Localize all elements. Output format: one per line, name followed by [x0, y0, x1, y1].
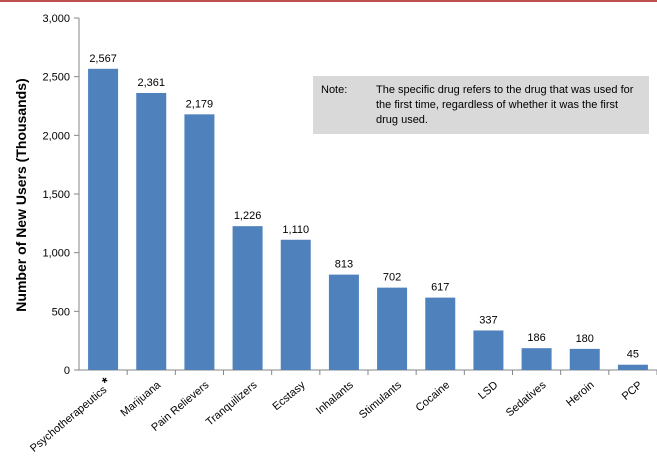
bar: [425, 297, 456, 370]
y-tick-label: 1,000: [42, 248, 70, 260]
bar: [328, 274, 359, 370]
top-rule: [0, 0, 657, 2]
bars: [88, 68, 648, 371]
x-tick-label: Tranquilizers: [204, 379, 260, 429]
bar: [184, 114, 215, 371]
bar: [232, 226, 263, 370]
x-tick-label: Stimulants: [357, 379, 404, 422]
bar: [280, 239, 311, 370]
note-box: Note: The specific drug refers to the dru…: [313, 76, 649, 134]
value-label: 1,110: [282, 224, 309, 236]
x-tick-label: Cocaine: [414, 379, 453, 414]
x-tick-label: Inhalants: [314, 379, 356, 417]
value-label: 337: [479, 314, 497, 326]
x-tick-label-mark: *: [99, 373, 114, 389]
value-label: 1,226: [234, 210, 262, 222]
bar: [136, 92, 167, 370]
y-tick-label: 2,000: [42, 130, 70, 142]
bar: [88, 68, 119, 371]
y-tick-label: 0: [64, 365, 70, 377]
x-tick-label: Psychotherapeutics*: [24, 373, 116, 454]
value-label: 617: [431, 282, 449, 294]
value-label: 2,567: [89, 53, 117, 65]
value-label: 813: [335, 259, 353, 271]
y-tick-label: 2,500: [42, 72, 70, 84]
bar: [377, 287, 408, 370]
value-label: 186: [527, 332, 545, 344]
bar: [617, 364, 648, 370]
y-tick-label: 3,000: [42, 13, 70, 25]
bar: [521, 348, 552, 370]
x-tick-label: PCP: [620, 379, 645, 403]
x-tick-label: LSD: [476, 379, 500, 402]
value-labels: 2,567 2,361 2,179 1,226 1,110 813 702 617 337 186…: [89, 53, 639, 361]
x-tick-label: Sedatives: [504, 379, 549, 420]
value-label: 2,179: [186, 98, 214, 110]
y-axis: 0 500 1,000 1,500 2,000 2,500 3,000: [42, 13, 657, 377]
value-label: 45: [627, 349, 639, 361]
note-lead: Note:: [321, 84, 348, 96]
y-axis-label: Number of New Users (Thousands): [13, 78, 29, 311]
value-label: 180: [576, 333, 594, 345]
value-label: 2,361: [137, 77, 165, 89]
y-tick-label: 500: [52, 306, 70, 318]
y-tick-label: 1,500: [42, 189, 70, 201]
value-label: 702: [383, 272, 401, 284]
bar: [569, 348, 600, 370]
note-text: The specific drug refers to the drug tha…: [376, 84, 634, 126]
x-tick-label: Marijuana: [118, 379, 163, 420]
x-tick-label: Ecstasy: [270, 379, 308, 413]
bar: [473, 330, 504, 370]
x-tick-label: Heroin: [564, 379, 597, 409]
